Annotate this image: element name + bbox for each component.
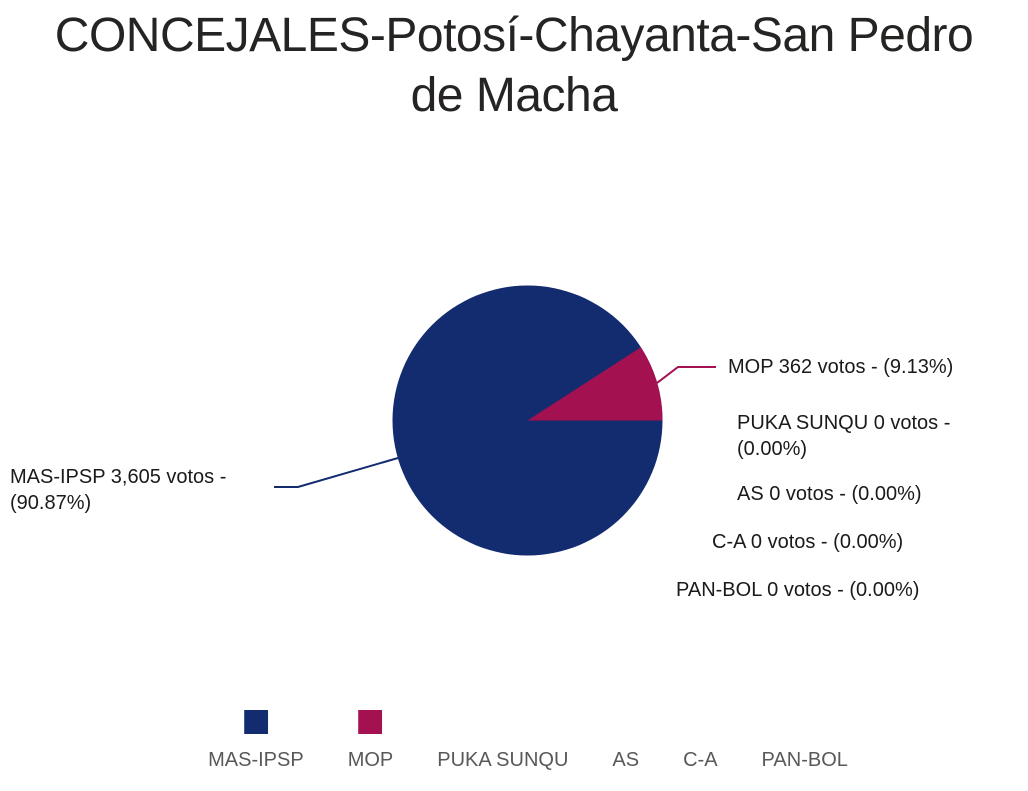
legend-swatch-as-icon: [613, 710, 638, 734]
legend-label-c-a: C-A: [683, 749, 718, 771]
legend-item-c-a[interactable]: C-A: [683, 710, 718, 772]
legend-label-pan-bol: PAN-BOL: [761, 749, 848, 771]
leader-line-mas-ipsp: [274, 457, 399, 488]
pie-slice-mop[interactable]: [527, 347, 663, 421]
legend-swatch-mas-ipsp-icon: [243, 710, 268, 734]
legend-label-puka-sunqu: PUKA SUNQU: [437, 749, 569, 771]
legend: MAS-IPSP MOP PUKA SUNQU AS C-A: [208, 710, 848, 772]
data-label-mop: MOP 362 votos - (9.13%): [728, 356, 954, 378]
legend-swatch-pan-bol-icon: [792, 710, 817, 734]
leader-line-mop: [656, 366, 716, 384]
legend-item-mop[interactable]: MOP: [347, 710, 394, 772]
legend-swatch-c-a-icon: [688, 710, 713, 734]
data-label-pan-bol: PAN-BOL 0 votos - (0.00%): [676, 579, 920, 601]
legend-item-puka-sunqu[interactable]: PUKA SUNQU: [437, 710, 568, 772]
data-label-mas-ipsp: MAS-IPSP 3,605 votos - (90.87%): [10, 466, 227, 514]
legend-label-mop: MOP: [347, 749, 394, 771]
legend-swatch-mop-icon: [358, 710, 383, 734]
title-container: CONCEJALES-Potosí-Chayanta-San Pedro de …: [0, 6, 1028, 126]
data-label-as: AS 0 votos - (0.00%): [737, 483, 922, 505]
legend-label-as: AS: [612, 749, 640, 771]
data-label-puka-sunqu: PUKA SUNQU 0 votos - (0.00%): [737, 412, 951, 460]
legend-label-mas-ipsp: MAS-IPSP: [208, 749, 304, 771]
data-label-c-a: C-A 0 votos - (0.00%): [712, 531, 904, 553]
legend-swatch-puka-sunqu-icon: [490, 710, 515, 734]
chart-title: CONCEJALES-Potosí-Chayanta-San Pedro de …: [54, 9, 974, 122]
legend-item-as[interactable]: AS: [612, 710, 639, 772]
legend-item-mas-ipsp[interactable]: MAS-IPSP: [208, 710, 304, 772]
legend-item-pan-bol[interactable]: PAN-BOL: [762, 710, 848, 772]
